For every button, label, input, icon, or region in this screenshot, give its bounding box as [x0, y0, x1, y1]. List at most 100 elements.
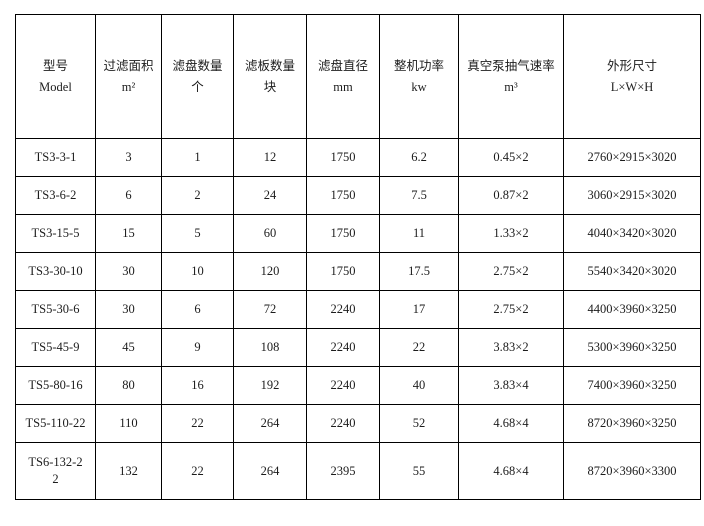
value-cell: 192 — [233, 366, 307, 405]
value-cell: 30 — [95, 290, 162, 329]
value-text: 3 — [125, 150, 132, 164]
value-cell: 17 — [379, 290, 459, 329]
value-cell: 4040×3420×3020 — [563, 214, 701, 253]
value-text: 22 — [412, 340, 426, 354]
value-text: 30 — [122, 264, 135, 278]
value-cell: 4.68×4 — [458, 404, 564, 443]
value-cell: 3.83×4 — [458, 366, 564, 405]
value-cell: 3060×2915×3020 — [563, 176, 701, 215]
value-cell: 2.75×2 — [458, 290, 564, 329]
value-cell: 2240 — [306, 366, 380, 405]
table-row: TS5-45-9 45 9 108 2240 22 3.83×2 5300×3960×3250 — [15, 328, 701, 367]
value-text: 2 — [194, 188, 201, 202]
column-header-title: 外形尺寸 — [606, 58, 657, 73]
value-cell: 2240 — [306, 290, 380, 329]
value-text: 3.83×4 — [493, 378, 529, 392]
value-text: 108 — [260, 340, 280, 354]
value-text: 11 — [412, 226, 426, 240]
column-header-unit: mm — [333, 79, 353, 94]
value-text: 1750 — [330, 150, 356, 164]
value-cell: 52 — [379, 404, 459, 443]
column-header-unit: 块 — [263, 79, 277, 94]
value-text: 1750 — [330, 226, 356, 240]
column-header-6: 真空泵抽气速率 m³ — [458, 14, 564, 139]
value-text: 264 — [260, 463, 280, 478]
value-cell: 1750 — [306, 138, 380, 177]
column-header-title: 型号 — [42, 58, 68, 73]
value-text: 80 — [122, 378, 135, 392]
value-cell: 1750 — [306, 252, 380, 291]
value-cell: 24 — [233, 176, 307, 215]
value-text: 2.75×2 — [493, 302, 529, 316]
value-text: 264 — [260, 416, 280, 430]
value-cell: 2240 — [306, 404, 380, 443]
column-header-unit: Model — [39, 79, 72, 94]
value-text: 10 — [191, 264, 204, 278]
model-cell: TS3-6-2 — [15, 176, 96, 215]
model-text: TS3-3-1 — [34, 150, 77, 164]
column-header-5: 整机功率 kw — [379, 14, 459, 139]
value-text: 1.33×2 — [493, 226, 529, 240]
model-cell: TS5-80-16 — [15, 366, 96, 405]
value-text: 192 — [260, 378, 280, 392]
value-cell: 11 — [379, 214, 459, 253]
value-text: 6 — [194, 302, 201, 316]
value-cell: 132 — [95, 442, 162, 500]
model-text: TS3-6-2 — [34, 188, 77, 202]
value-cell: 264 — [233, 442, 307, 500]
value-text: 3060×2915×3020 — [587, 188, 677, 202]
value-text: 30 — [122, 302, 135, 316]
value-cell: 55 — [379, 442, 459, 500]
column-header-unit: m² — [121, 79, 136, 94]
value-cell: 9 — [161, 328, 234, 367]
column-header-title: 滤盘数量 — [172, 58, 223, 73]
value-text: 2240 — [330, 416, 356, 430]
value-cell: 5 — [161, 214, 234, 253]
column-header-2: 滤盘数量个 — [161, 14, 234, 139]
value-text: 24 — [263, 188, 277, 202]
value-text: 55 — [412, 463, 426, 478]
value-cell: 108 — [233, 328, 307, 367]
model-text: TS6-132-22 — [28, 455, 83, 486]
value-text: 5540×3420×3020 — [587, 264, 677, 278]
value-cell: 8720×3960×3300 — [563, 442, 701, 500]
column-header-unit: kw — [411, 79, 427, 94]
value-cell: 1 — [161, 138, 234, 177]
column-header-title: 真空泵抽气速率 — [467, 58, 555, 73]
value-cell: 15 — [95, 214, 162, 253]
value-text: 16 — [191, 378, 204, 392]
value-text: 6.2 — [411, 150, 427, 164]
model-text: TS5-80-16 — [28, 378, 83, 392]
table-row: TS5-30-6 30 6 72 2240 17 2.75×2 4400×3960×3250 — [15, 290, 701, 329]
value-text: 2395 — [330, 463, 356, 478]
value-cell: 1750 — [306, 214, 380, 253]
value-cell: 4400×3960×3250 — [563, 290, 701, 329]
value-cell: 1750 — [306, 176, 380, 215]
column-header-3: 滤板数量块 — [233, 14, 307, 139]
value-text: 4.68×4 — [493, 463, 529, 478]
value-cell: 30 — [95, 252, 162, 291]
value-text: 1 — [194, 150, 201, 164]
value-text: 60 — [263, 226, 277, 240]
value-text: 6 — [125, 188, 132, 202]
value-text: 2760×2915×3020 — [587, 150, 677, 164]
value-cell: 2.75×2 — [458, 252, 564, 291]
value-text: 4.68×4 — [493, 416, 529, 430]
column-header-title: 整机功率 — [393, 58, 444, 73]
value-text: 7400×3960×3250 — [587, 378, 677, 392]
value-cell: 12 — [233, 138, 307, 177]
value-cell: 2760×2915×3020 — [563, 138, 701, 177]
table-row: TS3-3-1 3 1 12 1750 6.2 0.45×2 2760×2915×3020 — [15, 138, 701, 177]
header-row: 型号 Model 过滤面积 m² 滤盘数量个滤板数量块滤盘直径 mm 整机功率 kw 真空泵抽气… — [15, 14, 701, 139]
value-cell: 8720×3960×3250 — [563, 404, 701, 443]
value-text: 22 — [191, 463, 204, 478]
column-header-7: 外形尺寸 L×W×H — [563, 14, 701, 139]
value-text: 15 — [122, 226, 135, 240]
value-text: 2240 — [330, 378, 356, 392]
model-text: TS5-30-6 — [31, 302, 80, 316]
column-header-unit: 个 — [191, 79, 204, 94]
value-text: 2.75×2 — [493, 264, 529, 278]
value-cell: 60 — [233, 214, 307, 253]
column-header-1: 过滤面积 m² — [95, 14, 162, 139]
value-text: 8720×3960×3300 — [587, 463, 677, 478]
